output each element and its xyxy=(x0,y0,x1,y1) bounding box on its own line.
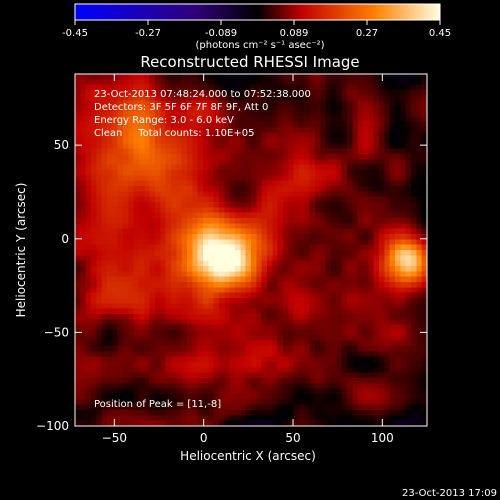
colorbar-tick-label: -0.089 xyxy=(205,28,237,39)
plot-frame xyxy=(74,73,428,427)
colorbar: -0.45 -0.27 -0.089 0.089 0.27 0.45 (photons c… xyxy=(62,3,451,51)
colorbar-tick-label: 0.089 xyxy=(280,28,309,39)
x-tick-label: −50 xyxy=(102,431,127,445)
x-axis: −50 0 50 100 xyxy=(102,74,394,445)
info-line-time: 23-Oct-2013 07:48:24.000 to 07:52:38.000 xyxy=(94,89,311,100)
y-tick-label: −50 xyxy=(44,325,69,339)
y-axis: 50 0 −50 −100 xyxy=(36,138,427,433)
y-tick-label: 50 xyxy=(54,138,69,152)
y-axis-title: Heliocentric Y (arcsec) xyxy=(14,183,28,318)
colorbar-tick-label: -0.45 xyxy=(62,28,88,39)
heatmap-raster xyxy=(75,74,427,426)
colorbar-tick-label: 0.27 xyxy=(356,28,378,39)
x-tick-label: 50 xyxy=(285,431,300,445)
chart-title: Reconstructed RHESSI Image xyxy=(140,53,359,71)
info-line-clean: Clean Total counts: 1.10E+05 xyxy=(94,128,254,139)
heatmap-image xyxy=(75,74,427,426)
colorbar-units-label: (photons cm⁻² s⁻¹ asec⁻²) xyxy=(195,40,324,51)
x-tick-label: 0 xyxy=(200,431,208,445)
x-tick-label: 100 xyxy=(371,431,394,445)
peak-position-label: Position of Peak = [11,-8] xyxy=(94,399,221,410)
info-block: 23-Oct-2013 07:48:24.000 to 07:52:38.000… xyxy=(94,89,311,139)
colorbar-tick-label: -0.27 xyxy=(135,28,161,39)
footer-timestamp: 23-Oct-2013 17:09 xyxy=(402,488,497,499)
x-axis-title: Heliocentric X (arcsec) xyxy=(180,449,316,463)
y-tick-label: 0 xyxy=(61,232,69,246)
colorbar-gradient xyxy=(74,3,441,21)
info-line-detectors: Detectors: 3F 5F 6F 7F 8F 9F, Att 0 xyxy=(94,102,268,113)
colorbar-ticks: -0.45 -0.27 -0.089 0.089 0.27 0.45 xyxy=(62,20,451,39)
colorbar-tick-label: 0.45 xyxy=(429,28,451,39)
info-line-energy: Energy Range: 3.0 - 6.0 keV xyxy=(94,115,234,126)
y-tick-label: −100 xyxy=(36,419,69,433)
